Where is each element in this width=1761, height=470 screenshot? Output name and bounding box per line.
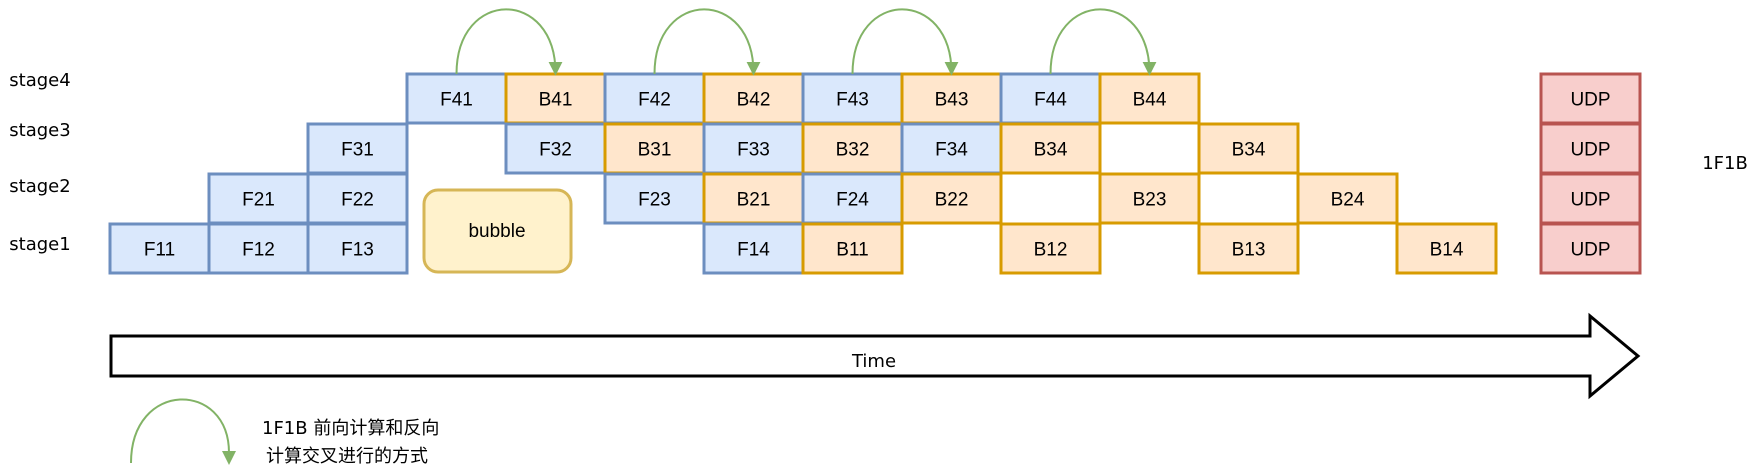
cell-f23-2-2 <box>603 172 706 225</box>
cell-label-f11-3-0: F11 <box>144 240 175 261</box>
cell-f11-3-0 <box>108 222 211 275</box>
cell-label-b21-2-3: B21 <box>737 190 771 211</box>
stage-label-4: stage4 <box>9 70 70 91</box>
update-label-4: UDP <box>1570 240 1610 261</box>
cell-label-b42-0-3: B42 <box>737 90 771 111</box>
cell-label-b11-3-4: B11 <box>836 240 868 261</box>
cell-f33-1-3 <box>702 122 805 175</box>
cell-b24-2-7 <box>1296 172 1399 225</box>
cell-b23-2-6 <box>1098 172 1201 225</box>
cell-label-b24-2-7: B24 <box>1331 190 1365 211</box>
cell-label-f21-2-0: F21 <box>242 190 275 211</box>
cell-label-f32-1-1: F32 <box>539 140 572 161</box>
update-column: UDP UDP UDP UDP <box>1539 72 1642 275</box>
cell-label-f12-3-1: F12 <box>242 240 275 261</box>
cell-f21-2-0 <box>207 172 310 225</box>
cell-label-b34-1-6: B34 <box>1034 140 1068 161</box>
update-label-2: UDP <box>1570 140 1610 161</box>
cell-f13-3-2 <box>306 222 409 275</box>
cell-label-b32-1-4: B32 <box>836 140 870 161</box>
cell-label-b13-3-6: B13 <box>1232 240 1266 261</box>
cell-label-f22-2-1: F22 <box>341 190 374 211</box>
schedule-name: 1F1B <box>1702 153 1748 174</box>
cell-label-f13-3-2: F13 <box>341 240 374 261</box>
stage-cells: F41 B41 F42 B42 F43 B43 F44 B44 F31 F32 B31 F33 B32 F… <box>108 72 1498 275</box>
cell-b14-3-7 <box>1395 222 1498 275</box>
update-label-1: UDP <box>1570 90 1610 111</box>
cell-label-f44-0-6: F44 <box>1034 90 1067 111</box>
cell-f41-0-0 <box>405 72 508 125</box>
time-label: Time <box>851 351 896 372</box>
cell-b11-3-4 <box>801 222 904 275</box>
update-cell-4 <box>1539 222 1642 275</box>
update-cell-2 <box>1539 122 1642 175</box>
cell-b34-1-6 <box>999 122 1102 175</box>
cell-label-b41-0-1: B41 <box>539 90 573 111</box>
legend-arc-icon <box>130 398 230 464</box>
stage-label-3: stage3 <box>9 120 70 141</box>
cell-label-f31-1-0: F31 <box>341 140 374 161</box>
cell-b44-0-7 <box>1098 72 1201 125</box>
cell-label-b31-1-2: B31 <box>638 140 672 161</box>
time-arrow <box>109 312 1641 400</box>
interleave-arcs <box>455 8 1157 76</box>
bubble-box <box>422 188 573 274</box>
legend-arrowhead-icon <box>222 451 236 465</box>
legend-text-line-2: 计算交叉进行的方式 <box>266 446 428 467</box>
cell-label-b14-3-7: B14 <box>1430 240 1464 261</box>
update-label-3: UDP <box>1570 190 1610 211</box>
cell-label-f43-0-4: F43 <box>836 90 869 111</box>
cell-b13-3-6 <box>1197 222 1300 275</box>
cell-label-f14-3-3: F14 <box>737 240 770 261</box>
cell-label-f41-0-0: F41 <box>440 90 473 111</box>
cell-label-f42-0-2: F42 <box>638 90 671 111</box>
cell-label-b34-1-7: B34 <box>1232 140 1266 161</box>
stage-label-2: stage2 <box>9 176 70 197</box>
cell-b34-1-7 <box>1197 122 1300 175</box>
cell-label-f24-2-4: F24 <box>836 190 869 211</box>
cell-b21-2-3 <box>702 172 805 225</box>
cell-f14-3-3 <box>702 222 805 275</box>
interleave-arc-3 <box>851 8 959 76</box>
stage-label-1: stage1 <box>9 234 70 255</box>
cell-label-b22-2-5: B22 <box>935 190 969 211</box>
interleave-arc-4 <box>1049 8 1157 76</box>
cell-f32-1-1 <box>504 122 607 175</box>
cell-b12-3-5 <box>999 222 1102 275</box>
cell-label-b43-0-5: B43 <box>935 90 969 111</box>
cell-label-b44-0-7: B44 <box>1133 90 1167 111</box>
cell-label-b12-3-5: B12 <box>1034 240 1068 261</box>
interleave-arc-2 <box>653 8 761 76</box>
legend-text-line-1: 1F1B 前向计算和反向 <box>262 418 439 439</box>
cell-label-f23-2-2: F23 <box>638 190 671 211</box>
cell-label-f33-1-3: F33 <box>737 140 770 161</box>
interleave-arc-1 <box>455 8 563 76</box>
cell-label-f34-1-5: F34 <box>935 140 968 161</box>
bubble-label: bubble <box>468 221 525 242</box>
cell-b22-2-5 <box>900 172 1003 225</box>
cell-label-b23-2-6: B23 <box>1133 190 1167 211</box>
